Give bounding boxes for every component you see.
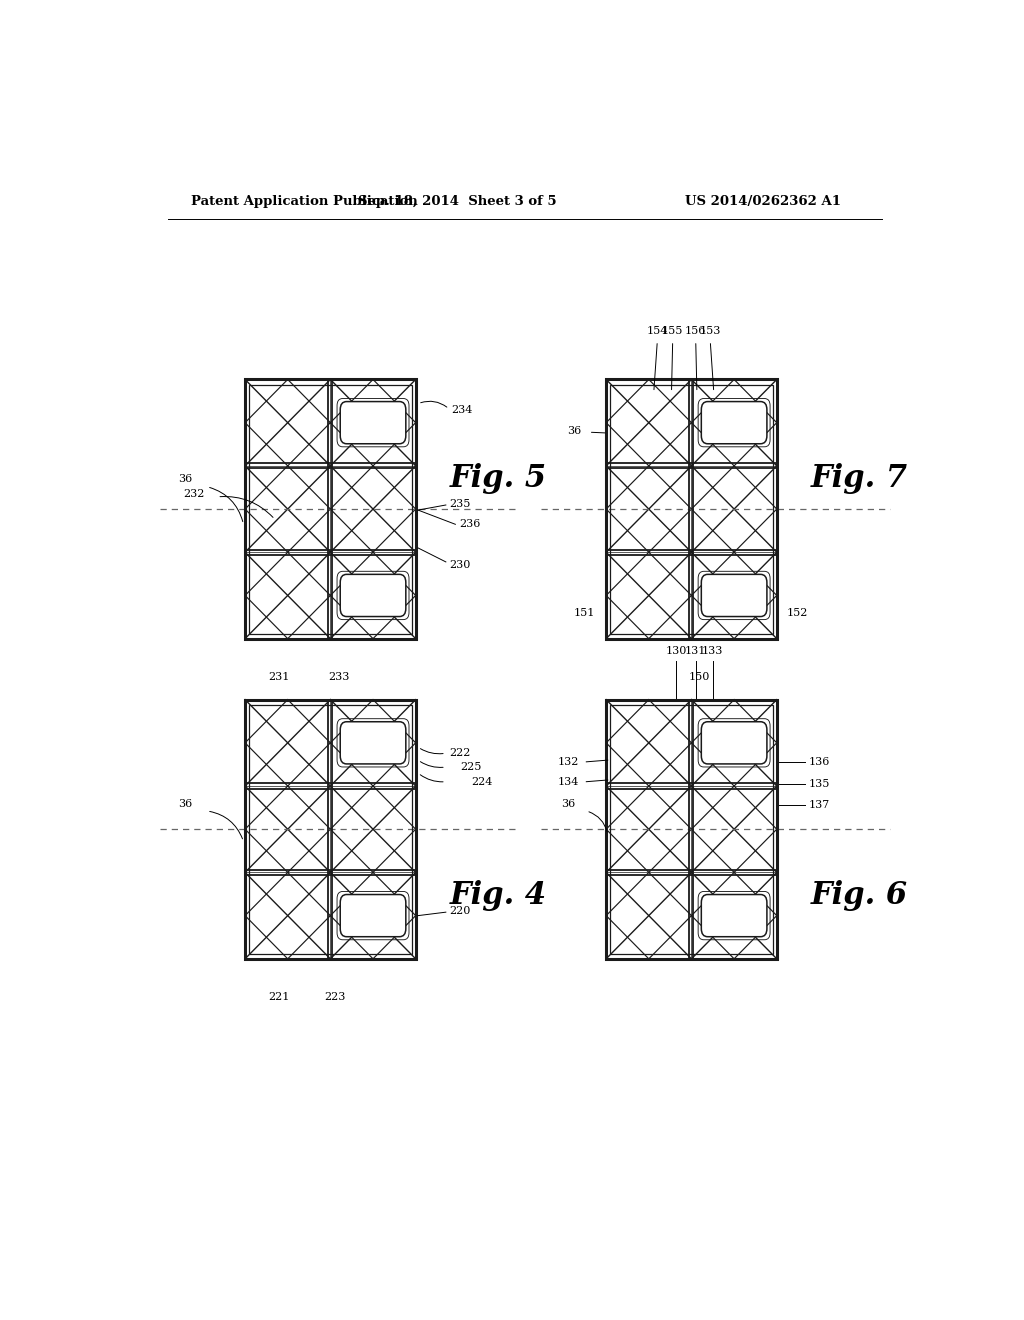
FancyBboxPatch shape xyxy=(701,401,767,444)
Text: 223: 223 xyxy=(324,993,345,1002)
Text: 36: 36 xyxy=(178,799,193,809)
Text: 153: 153 xyxy=(699,326,721,335)
Bar xyxy=(245,700,416,958)
Text: 236: 236 xyxy=(460,519,480,529)
Text: 221: 221 xyxy=(268,993,290,1002)
Text: 131: 131 xyxy=(685,645,707,656)
Bar xyxy=(606,700,777,958)
Text: 154: 154 xyxy=(646,326,668,335)
Text: 137: 137 xyxy=(809,800,829,810)
Text: 225: 225 xyxy=(460,762,481,772)
Bar xyxy=(249,384,412,634)
Text: Fig. 6: Fig. 6 xyxy=(811,880,907,911)
Bar xyxy=(245,379,416,639)
Bar xyxy=(606,700,777,958)
Text: 234: 234 xyxy=(452,405,473,414)
Text: 135: 135 xyxy=(809,779,829,789)
Text: 132: 132 xyxy=(557,756,579,767)
Text: 136: 136 xyxy=(809,756,829,767)
Bar xyxy=(245,379,416,639)
Text: 133: 133 xyxy=(702,645,724,656)
Bar xyxy=(606,379,777,639)
Text: 230: 230 xyxy=(449,560,470,570)
Bar xyxy=(610,384,773,634)
Text: Fig. 5: Fig. 5 xyxy=(450,463,547,494)
Text: 134: 134 xyxy=(557,776,579,787)
FancyBboxPatch shape xyxy=(340,895,406,937)
Text: 235: 235 xyxy=(449,499,470,510)
Text: 156: 156 xyxy=(685,326,707,335)
FancyBboxPatch shape xyxy=(340,401,406,444)
Text: 36: 36 xyxy=(567,426,582,437)
Text: 220: 220 xyxy=(449,907,470,916)
FancyBboxPatch shape xyxy=(701,574,767,616)
Text: 224: 224 xyxy=(471,776,493,787)
Text: 232: 232 xyxy=(183,488,204,499)
Text: Fig. 7: Fig. 7 xyxy=(811,463,907,494)
Text: 150: 150 xyxy=(689,672,710,682)
Text: Sep. 18, 2014  Sheet 3 of 5: Sep. 18, 2014 Sheet 3 of 5 xyxy=(358,194,557,207)
Text: Fig. 4: Fig. 4 xyxy=(450,880,547,911)
Bar xyxy=(245,700,416,958)
Text: 130: 130 xyxy=(666,645,687,656)
Bar xyxy=(610,705,773,954)
Bar xyxy=(249,705,412,954)
Text: 152: 152 xyxy=(787,609,809,618)
Bar xyxy=(606,379,777,639)
FancyBboxPatch shape xyxy=(701,722,767,764)
Text: 36: 36 xyxy=(561,799,575,809)
Text: Patent Application Publication: Patent Application Publication xyxy=(191,194,418,207)
Text: US 2014/0262362 A1: US 2014/0262362 A1 xyxy=(685,194,841,207)
FancyBboxPatch shape xyxy=(701,895,767,937)
Text: 233: 233 xyxy=(329,672,349,682)
Text: 151: 151 xyxy=(573,609,595,618)
Text: 155: 155 xyxy=(662,326,683,335)
Text: 36: 36 xyxy=(178,474,193,483)
Text: 222: 222 xyxy=(449,748,470,758)
FancyBboxPatch shape xyxy=(340,574,406,616)
FancyBboxPatch shape xyxy=(340,722,406,764)
Text: 231: 231 xyxy=(268,672,290,682)
